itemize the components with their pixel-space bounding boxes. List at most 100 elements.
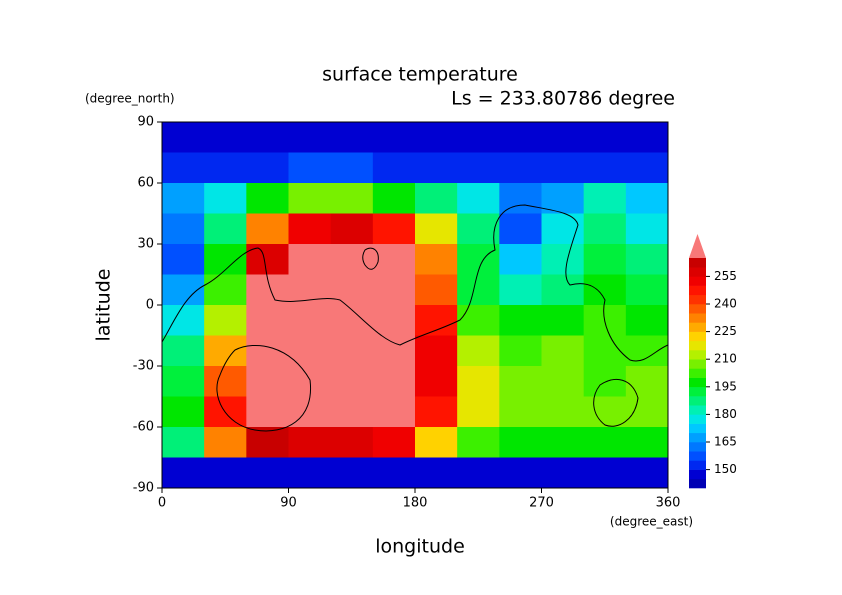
colorbar-tick-label: 165	[714, 435, 737, 449]
cell	[457, 183, 500, 214]
cell	[162, 366, 205, 397]
chart-subtitle: Ls = 233.80786 degree	[451, 88, 675, 110]
cell	[246, 183, 289, 214]
cell	[541, 274, 585, 306]
contour-line	[362, 247, 379, 270]
cell	[415, 213, 458, 245]
cell	[330, 396, 374, 428]
colorbar-band	[689, 432, 706, 443]
cell	[246, 122, 289, 153]
colorbar-band	[689, 377, 706, 388]
contour-line	[593, 378, 639, 427]
cell	[625, 122, 669, 153]
cell	[499, 213, 542, 245]
y-tick-label: 0	[146, 298, 154, 313]
cell	[625, 366, 669, 397]
cell	[330, 366, 374, 397]
cell	[541, 335, 585, 367]
cell	[583, 366, 627, 397]
cell	[288, 213, 332, 245]
x-unit: (degree_east)	[610, 515, 693, 529]
colorbar-band	[689, 359, 706, 369]
cell	[625, 396, 669, 428]
cell	[583, 244, 627, 275]
cell	[415, 244, 458, 275]
cell	[541, 427, 585, 458]
cell	[372, 152, 416, 184]
cell	[415, 396, 458, 428]
cell	[246, 427, 289, 458]
cell	[541, 152, 585, 184]
y-tick-label: -30	[133, 359, 154, 374]
cell	[457, 427, 500, 458]
colorbar-band	[689, 414, 706, 424]
cell	[204, 335, 247, 367]
x-tick-label: 0	[158, 496, 166, 511]
cell	[372, 274, 416, 306]
cell	[162, 152, 205, 184]
x-tick-label: 270	[529, 496, 554, 511]
x-tick-label: 180	[403, 496, 428, 511]
cell	[415, 183, 458, 214]
cell	[330, 427, 374, 458]
cell	[457, 457, 500, 489]
cell	[415, 427, 458, 458]
cell	[583, 152, 627, 184]
cell	[541, 396, 585, 428]
y-tick-label: 90	[137, 115, 154, 130]
cell	[583, 457, 627, 489]
cell	[457, 366, 500, 397]
cell	[457, 396, 500, 428]
cell	[204, 366, 247, 397]
y-tick-label: 60	[137, 176, 154, 191]
cell	[499, 122, 542, 153]
cell	[288, 244, 332, 275]
cell	[541, 183, 585, 214]
cell	[162, 427, 205, 458]
cell	[330, 457, 374, 489]
colorbar-tick-label: 240	[714, 297, 737, 311]
cell	[457, 122, 500, 153]
chart-title: surface temperature	[322, 64, 518, 86]
cell	[372, 183, 416, 214]
cell	[457, 305, 500, 336]
colorbar-band	[689, 405, 706, 415]
cell	[541, 305, 585, 336]
cell	[204, 427, 247, 458]
cell	[246, 457, 289, 489]
colorbar-band	[689, 386, 706, 397]
colorbar-band	[689, 340, 706, 351]
cell	[372, 335, 416, 367]
x-axis-label: longitude	[375, 536, 465, 558]
cell	[457, 213, 500, 245]
cell	[499, 183, 542, 214]
cell	[246, 244, 289, 275]
cell	[204, 122, 247, 153]
colorbar-tick-label: 210	[714, 352, 737, 366]
cell	[625, 274, 669, 306]
cell	[541, 457, 585, 489]
cell	[625, 213, 669, 245]
cell	[625, 427, 669, 458]
cell	[372, 122, 416, 153]
cell	[288, 183, 332, 214]
cell	[372, 305, 416, 336]
cell	[288, 457, 332, 489]
cell	[541, 122, 585, 153]
cell	[415, 457, 458, 489]
cell	[162, 122, 205, 153]
cell	[372, 396, 416, 428]
cell	[499, 274, 542, 306]
cell	[288, 122, 332, 153]
cell	[499, 427, 542, 458]
cell	[583, 427, 627, 458]
colorbar-band	[689, 276, 706, 286]
cell	[415, 274, 458, 306]
colorbar-band	[689, 313, 706, 323]
cell	[246, 152, 289, 184]
colorbar-tick-label: 150	[714, 462, 737, 476]
cell	[162, 244, 205, 275]
colorbar-tick-label: 255	[714, 269, 737, 283]
cell	[499, 366, 542, 397]
